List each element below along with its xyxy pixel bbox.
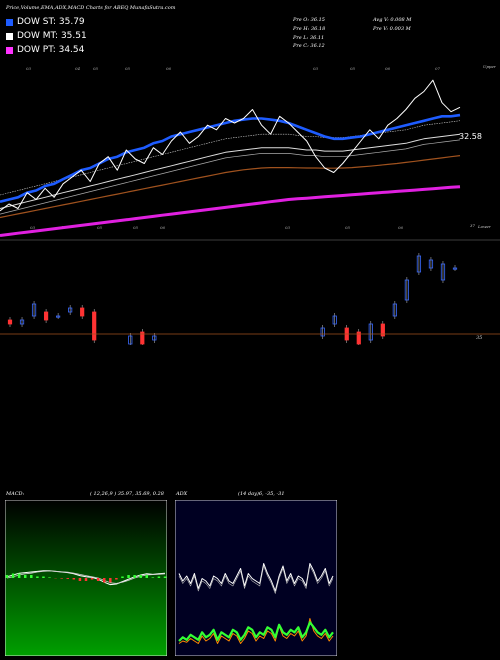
macd-label: MACD: <box>6 491 25 497</box>
candle-body <box>56 315 61 318</box>
ema-st-line <box>0 113 461 203</box>
ema-mt-line <box>0 133 461 209</box>
adx-lines <box>178 563 334 644</box>
candle-body <box>152 335 157 341</box>
adx-shadow-line <box>178 565 334 594</box>
top-tick-label: 06 <box>166 66 172 71</box>
candle-body <box>416 255 422 273</box>
top-tick-label: 05 <box>93 66 99 71</box>
top-tick-labels: 03 04 05 05 06 03 05 06 07 <box>26 66 441 71</box>
adx-chart <box>175 500 337 656</box>
candle-body <box>19 319 25 325</box>
last-price-label: 32.58 <box>459 132 482 141</box>
ema-pt-line <box>0 185 461 237</box>
candle-body <box>128 335 133 345</box>
candle-body <box>80 307 85 317</box>
adx-line <box>178 563 334 592</box>
mid-tick-label: 05 <box>97 225 103 230</box>
macd-params: ( 12,26,9 ) 35.97, 35.69, 0.28 <box>90 491 164 497</box>
top-tick-label: 05 <box>125 66 131 71</box>
stat-pre-open: Pre O: 36.15 <box>293 17 325 23</box>
stat-pre-high: Pre H: 36.18 <box>293 26 326 32</box>
stat-pre-close: Pre C: 36.12 <box>293 43 325 49</box>
candle-body <box>68 307 73 313</box>
macd-signal-line <box>6 570 166 584</box>
lower-top-tick: 37 <box>470 223 476 228</box>
adx-params: (14 day)6, -35, -31 <box>238 491 285 497</box>
top-tick-label: 07 <box>435 66 441 71</box>
candle-body <box>380 323 385 337</box>
candle-body <box>404 279 409 301</box>
candle-body <box>392 303 397 317</box>
legend-pt: DOW PT: 34.54 <box>6 45 84 55</box>
legend-mt-label: DOW MT: 35.51 <box>17 31 87 41</box>
lower-corner-label: Lower <box>477 224 492 229</box>
adx-label: ADX <box>176 491 188 497</box>
legend-st-swatch <box>6 18 13 26</box>
mid-tick-label: 03 <box>285 225 291 230</box>
legend-st-label: DOW ST: 35.79 <box>17 17 85 27</box>
top-tick-label: 05 <box>350 66 356 71</box>
ema-mt-lower-line <box>0 139 461 215</box>
ema-mt-dotted-line <box>0 120 461 196</box>
top-tick-label: 03 <box>26 66 32 71</box>
macd-line <box>6 570 166 586</box>
top-tick-label: 06 <box>385 66 391 71</box>
price-line <box>0 79 461 212</box>
adx-panel-bg <box>175 500 337 656</box>
mid-tick-label: 06 <box>398 225 404 230</box>
macd-chart <box>5 500 167 656</box>
legend-pt-swatch <box>6 46 13 54</box>
legend-pt-label: DOW PT: 34.54 <box>17 45 85 55</box>
candles-group <box>7 253 458 345</box>
candle-body <box>43 311 49 321</box>
candle-body <box>332 315 337 325</box>
mid-tick-label: 03 <box>30 225 36 230</box>
legend-st: DOW ST: 35.79 <box>6 17 85 27</box>
top-tick-label: 03 <box>313 66 319 71</box>
candle-body <box>440 263 446 281</box>
candle-body <box>428 259 434 269</box>
candle-body <box>92 311 97 341</box>
legend-mt: DOW MT: 35.51 <box>6 31 87 41</box>
stat-avg-volume: Avg V: 0.008 M <box>373 17 412 23</box>
candle-body <box>452 267 458 270</box>
price-chart: 03 04 05 05 06 03 05 06 07 Upper 03 04 05 05 06 03 05 0… <box>0 64 500 345</box>
baseline-label: 35 <box>476 335 482 341</box>
candle-body <box>356 331 361 345</box>
stat-pre-low: Pre L: 36.11 <box>293 35 325 41</box>
candle-body <box>320 327 325 337</box>
adx-plus-di-line <box>178 621 334 642</box>
macd-lines <box>5 570 167 586</box>
stat-pre-volume: Pre V: 0.003 M <box>373 26 411 32</box>
candle-body <box>140 331 145 345</box>
ema-brown-line <box>0 155 461 219</box>
legend-mt-swatch <box>6 32 13 40</box>
mid-tick-label: 06 <box>160 225 166 230</box>
candle-body <box>368 323 373 341</box>
upper-corner-label: Upper <box>483 64 497 69</box>
candle-body <box>31 303 37 317</box>
top-tick-label: 04 <box>75 66 81 71</box>
mid-tick-label: 05 <box>345 225 351 230</box>
mid-tick-label: 05 <box>133 225 139 230</box>
candle-body <box>7 319 13 325</box>
ema-lines <box>0 79 461 237</box>
chart-title: Price,Volume,EMA,ADX,MACD Charts for ABE… <box>6 5 176 11</box>
